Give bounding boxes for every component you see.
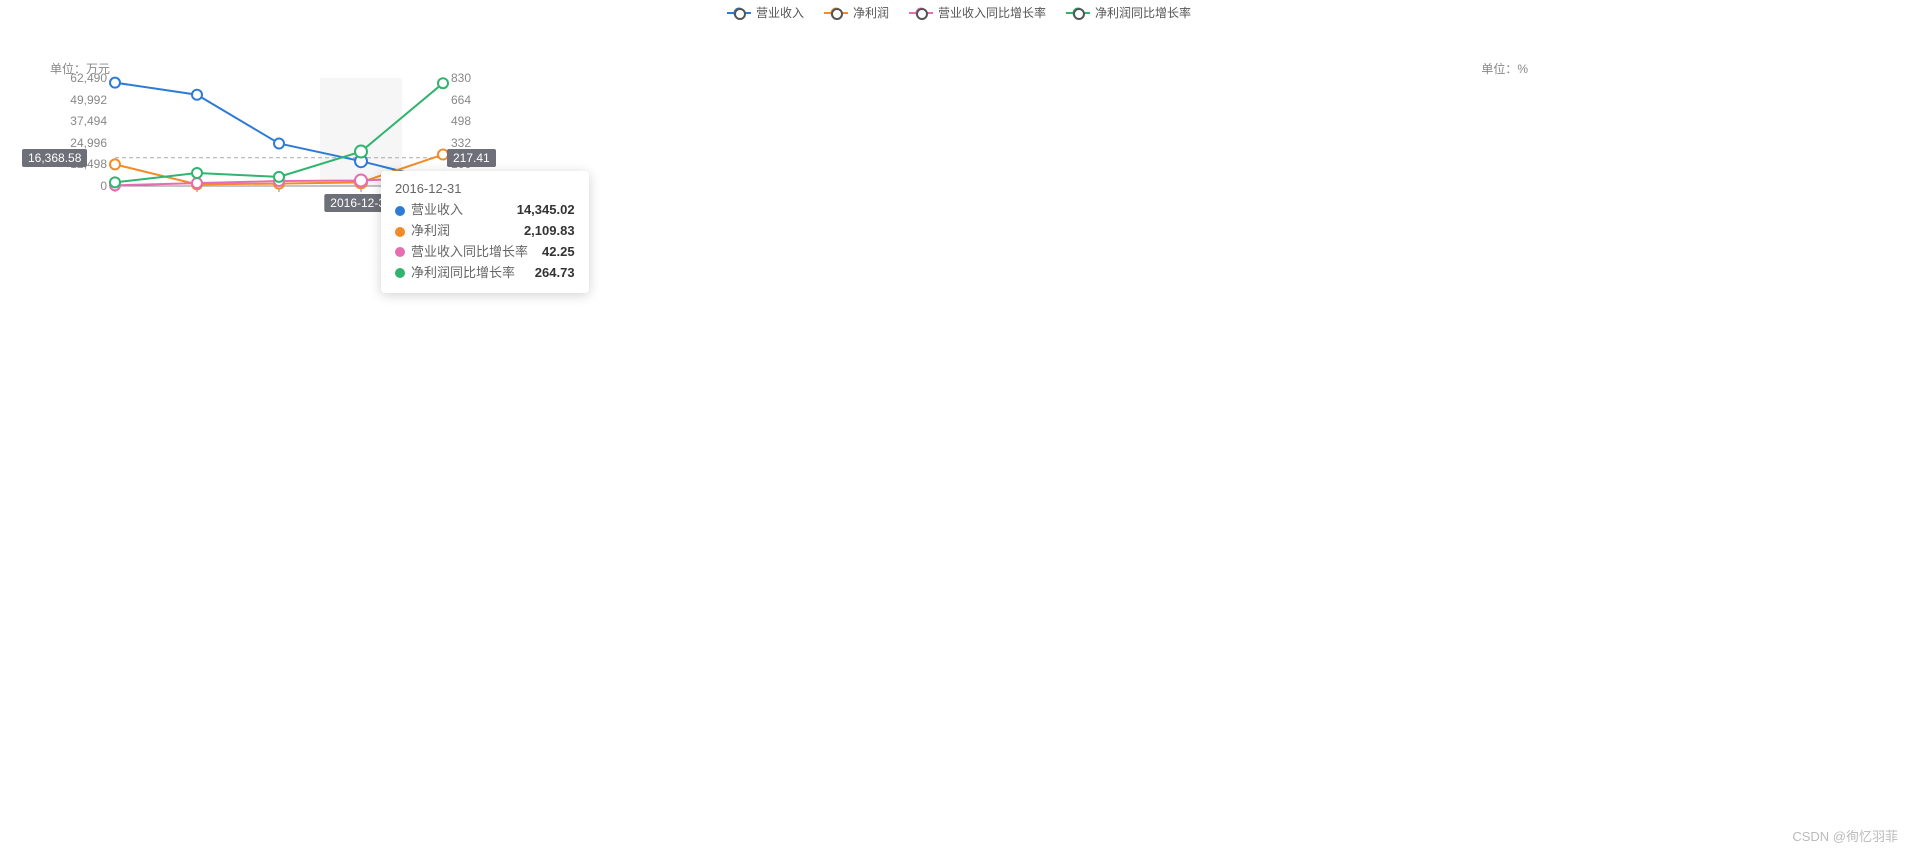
tooltip-dot-icon xyxy=(395,247,405,257)
y-left-tick-label: 0 xyxy=(100,179,107,193)
data-point[interactable] xyxy=(274,138,284,148)
data-point[interactable] xyxy=(192,178,202,188)
tooltip-row: 营业收入同比增长率 42.25 xyxy=(395,242,575,263)
tooltip-series-value: 14,345.02 xyxy=(517,200,575,221)
y-left-tick-label: 62,490 xyxy=(70,71,107,85)
tooltip-series-value: 42.25 xyxy=(542,242,575,263)
data-point[interactable] xyxy=(355,175,367,187)
tooltip-series-name: 净利润 xyxy=(411,223,450,238)
y-left-tick-label: 37,494 xyxy=(70,114,107,128)
tooltip-dot-icon xyxy=(395,268,405,278)
y-right-tick-label: 664 xyxy=(451,93,471,107)
tooltip-dot-icon xyxy=(395,206,405,216)
chart-container: 营业收入 净利润 营业收入同比增长率 净利润同比增长率 单位：万元 单位：% 0… xyxy=(0,0,1918,853)
watermark: CSDN @徇忆羽菲 xyxy=(1792,826,1898,845)
tooltip-row: 净利润同比增长率 264.73 xyxy=(395,263,575,284)
data-point[interactable] xyxy=(274,172,284,182)
crosshair-y-right-label: 217.41 xyxy=(447,149,496,167)
y-right-tick-label: 332 xyxy=(451,136,471,150)
data-point[interactable] xyxy=(110,177,120,187)
data-point[interactable] xyxy=(192,168,202,178)
tooltip-series-name: 净利润同比增长率 xyxy=(411,265,515,280)
data-point[interactable] xyxy=(438,78,448,88)
tooltip-series-value: 2,109.83 xyxy=(524,221,575,242)
tooltip-row: 净利润 2,109.83 xyxy=(395,221,575,242)
tooltip-series-value: 264.73 xyxy=(535,263,575,284)
tooltip: 2016-12-31 营业收入14,345.02净利润2,109.83营业收入同… xyxy=(381,171,589,293)
chart-plot[interactable] xyxy=(0,0,1918,853)
data-point[interactable] xyxy=(192,90,202,100)
y-left-tick-label: 49,992 xyxy=(70,93,107,107)
data-point[interactable] xyxy=(110,159,120,169)
tooltip-title: 2016-12-31 xyxy=(395,181,575,196)
data-point[interactable] xyxy=(110,78,120,88)
y-right-tick-label: 498 xyxy=(451,114,471,128)
y-left-tick-label: 24,996 xyxy=(70,136,107,150)
tooltip-series-name: 营业收入 xyxy=(411,202,463,217)
y-right-tick-label: 830 xyxy=(451,71,471,85)
tooltip-series-name: 营业收入同比增长率 xyxy=(411,244,528,259)
tooltip-row: 营业收入 14,345.02 xyxy=(395,200,575,221)
tooltip-dot-icon xyxy=(395,227,405,237)
data-point[interactable] xyxy=(355,146,367,158)
crosshair-y-left-label: 16,368.58 xyxy=(22,149,87,167)
